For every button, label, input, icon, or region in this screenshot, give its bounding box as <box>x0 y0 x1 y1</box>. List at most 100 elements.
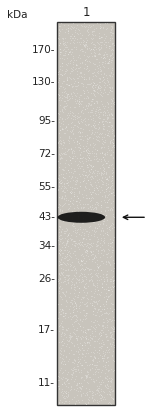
Point <box>79 47 81 53</box>
Point <box>111 376 113 382</box>
Point <box>112 267 114 274</box>
Point <box>112 47 114 53</box>
Point <box>112 278 114 284</box>
Point <box>89 271 92 278</box>
Point <box>98 35 101 41</box>
Point <box>90 165 92 172</box>
Point <box>102 316 104 322</box>
Point <box>68 168 70 175</box>
Point <box>103 294 106 300</box>
Point <box>103 89 106 95</box>
Point <box>79 179 81 186</box>
Point <box>101 280 103 286</box>
Point <box>90 242 92 249</box>
Point <box>99 254 101 261</box>
Point <box>101 305 103 312</box>
Point <box>105 281 108 287</box>
Point <box>107 347 110 354</box>
Point <box>68 229 70 236</box>
Point <box>60 95 63 101</box>
Point <box>96 362 98 368</box>
Point <box>95 367 97 374</box>
Point <box>92 279 95 286</box>
Point <box>111 23 113 30</box>
Point <box>109 72 111 79</box>
Point <box>93 219 95 225</box>
Point <box>68 73 70 80</box>
Point <box>68 379 70 386</box>
Point <box>80 367 82 374</box>
Point <box>76 317 79 324</box>
Point <box>80 392 82 398</box>
Point <box>105 359 108 365</box>
Point <box>65 124 67 131</box>
Point <box>66 76 68 83</box>
Point <box>100 275 102 282</box>
Point <box>87 345 89 352</box>
Point <box>100 332 102 339</box>
Point <box>79 133 81 140</box>
Point <box>98 297 100 304</box>
Point <box>105 176 107 183</box>
Point <box>93 100 95 106</box>
Point <box>98 334 100 341</box>
Point <box>77 100 79 107</box>
Point <box>85 389 87 396</box>
Point <box>80 251 82 258</box>
Point <box>65 123 67 130</box>
Point <box>69 188 71 195</box>
Point <box>74 243 76 249</box>
Point <box>94 60 96 67</box>
Point <box>106 217 108 224</box>
Point <box>66 299 69 306</box>
Point <box>98 306 101 313</box>
Point <box>77 124 79 131</box>
Point <box>75 301 77 308</box>
Point <box>92 376 94 382</box>
Point <box>85 251 87 258</box>
Point <box>91 328 93 334</box>
Point <box>81 178 84 184</box>
Point <box>94 201 96 207</box>
Point <box>104 35 106 41</box>
Point <box>90 191 92 198</box>
Point <box>104 79 106 86</box>
Point <box>86 248 88 255</box>
Point <box>105 171 107 178</box>
Point <box>81 98 83 105</box>
Point <box>66 179 69 186</box>
Point <box>110 190 112 196</box>
Point <box>61 145 63 151</box>
Point <box>108 224 110 230</box>
Point <box>105 290 107 296</box>
Point <box>83 284 85 290</box>
Point <box>111 167 113 173</box>
Point <box>67 166 69 173</box>
Point <box>101 136 104 142</box>
Point <box>107 293 109 300</box>
Point <box>110 377 112 383</box>
Point <box>105 26 107 33</box>
Point <box>60 381 63 387</box>
Point <box>88 267 90 274</box>
Point <box>93 369 96 375</box>
Point <box>94 377 97 383</box>
Point <box>58 290 61 296</box>
Point <box>73 56 75 63</box>
Point <box>59 45 61 52</box>
Point <box>87 67 90 74</box>
Point <box>73 297 76 304</box>
Point <box>96 318 99 324</box>
Point <box>84 75 87 82</box>
Point <box>78 69 81 75</box>
Point <box>106 99 108 106</box>
Point <box>77 110 79 116</box>
Point <box>83 90 86 96</box>
Point <box>97 201 99 208</box>
Point <box>62 41 64 48</box>
Point <box>65 81 68 88</box>
Point <box>68 49 70 55</box>
Point <box>100 33 103 40</box>
Point <box>91 127 93 134</box>
Point <box>71 83 73 90</box>
